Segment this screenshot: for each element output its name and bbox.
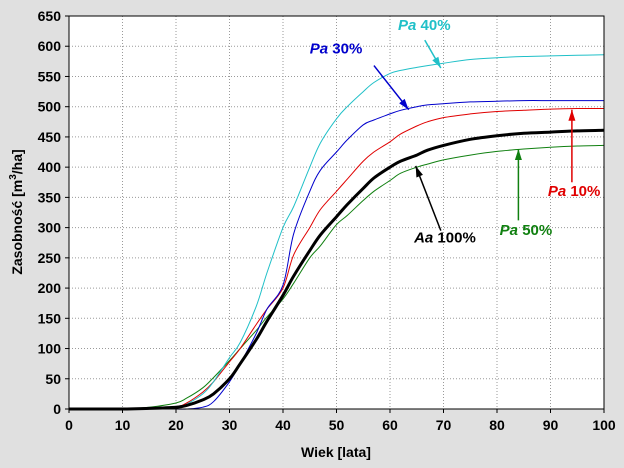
y-tick-label: 300 — [38, 220, 62, 236]
y-tick-label: 550 — [38, 68, 62, 84]
series-line-pa-40 — [69, 54, 605, 410]
y-axis-label: Zasobność [m3/ha] — [8, 149, 25, 274]
y-tick-label: 600 — [38, 38, 62, 54]
y-tick-label: 150 — [38, 310, 62, 326]
x-tick-label: 70 — [436, 417, 452, 433]
x-tick-label: 90 — [543, 417, 559, 433]
annotations: Pa 40% Pa 30% Pa 10% Aa 100% Pa 50% — [310, 17, 601, 247]
x-tick-label: 10 — [115, 417, 131, 433]
x-axis-label: Wiek [lata] — [301, 444, 371, 460]
x-tick-label: 100 — [592, 417, 616, 433]
x-tick-label: 20 — [168, 417, 184, 433]
y-tick-label: 500 — [38, 99, 62, 115]
x-tick-label: 50 — [329, 417, 345, 433]
y-tick-label: 100 — [38, 341, 62, 357]
series-line-pa-30 — [69, 100, 604, 410]
y-axis-ticks: 0 50 100 150 200 250 300 350 400 450 500 550 600 650 — [38, 8, 69, 417]
annotation-arrow-head — [399, 98, 409, 110]
y-tick-label: 400 — [38, 159, 62, 175]
annotation-arrow-line — [414, 165, 442, 231]
annotation-label: Pa 40% — [398, 17, 451, 34]
annotation-arrow-head — [432, 56, 441, 68]
x-tick-label: 30 — [222, 417, 238, 433]
y-tick-label: 450 — [38, 129, 62, 145]
annotation-label: Pa 10% — [548, 183, 601, 200]
annotation-label: Pa 50% — [500, 222, 553, 239]
y-tick-label: 650 — [38, 8, 62, 24]
x-tick-label: 40 — [275, 417, 291, 433]
x-tick-label: 0 — [65, 417, 73, 433]
annotation-label: Pa 30% — [310, 40, 363, 57]
y-tick-label: 0 — [53, 401, 61, 417]
series-lines — [68, 54, 605, 411]
series-line-aa-100 — [68, 128, 605, 411]
y-tick-label: 200 — [38, 280, 62, 296]
series-line-pa-50 — [68, 144, 605, 410]
x-tick-label: 60 — [382, 417, 398, 433]
annotation-arrow-head — [514, 149, 522, 161]
grid — [69, 16, 604, 409]
annotation-arrow-head — [568, 109, 576, 121]
series-line-pa-10 — [69, 107, 605, 410]
plot-area — [69, 16, 604, 409]
annotation-arrow-head — [415, 165, 423, 178]
y-axis-label-superscript: 3 — [8, 174, 19, 180]
y-tick-label: 350 — [38, 189, 62, 205]
annotation-label: Aa 100% — [413, 230, 476, 247]
x-axis-ticks: 0 10 20 30 40 50 60 70 80 90 100 — [65, 409, 616, 433]
y-tick-label: 50 — [45, 371, 61, 387]
x-tick-label: 80 — [489, 417, 505, 433]
y-tick-label: 250 — [38, 250, 62, 266]
